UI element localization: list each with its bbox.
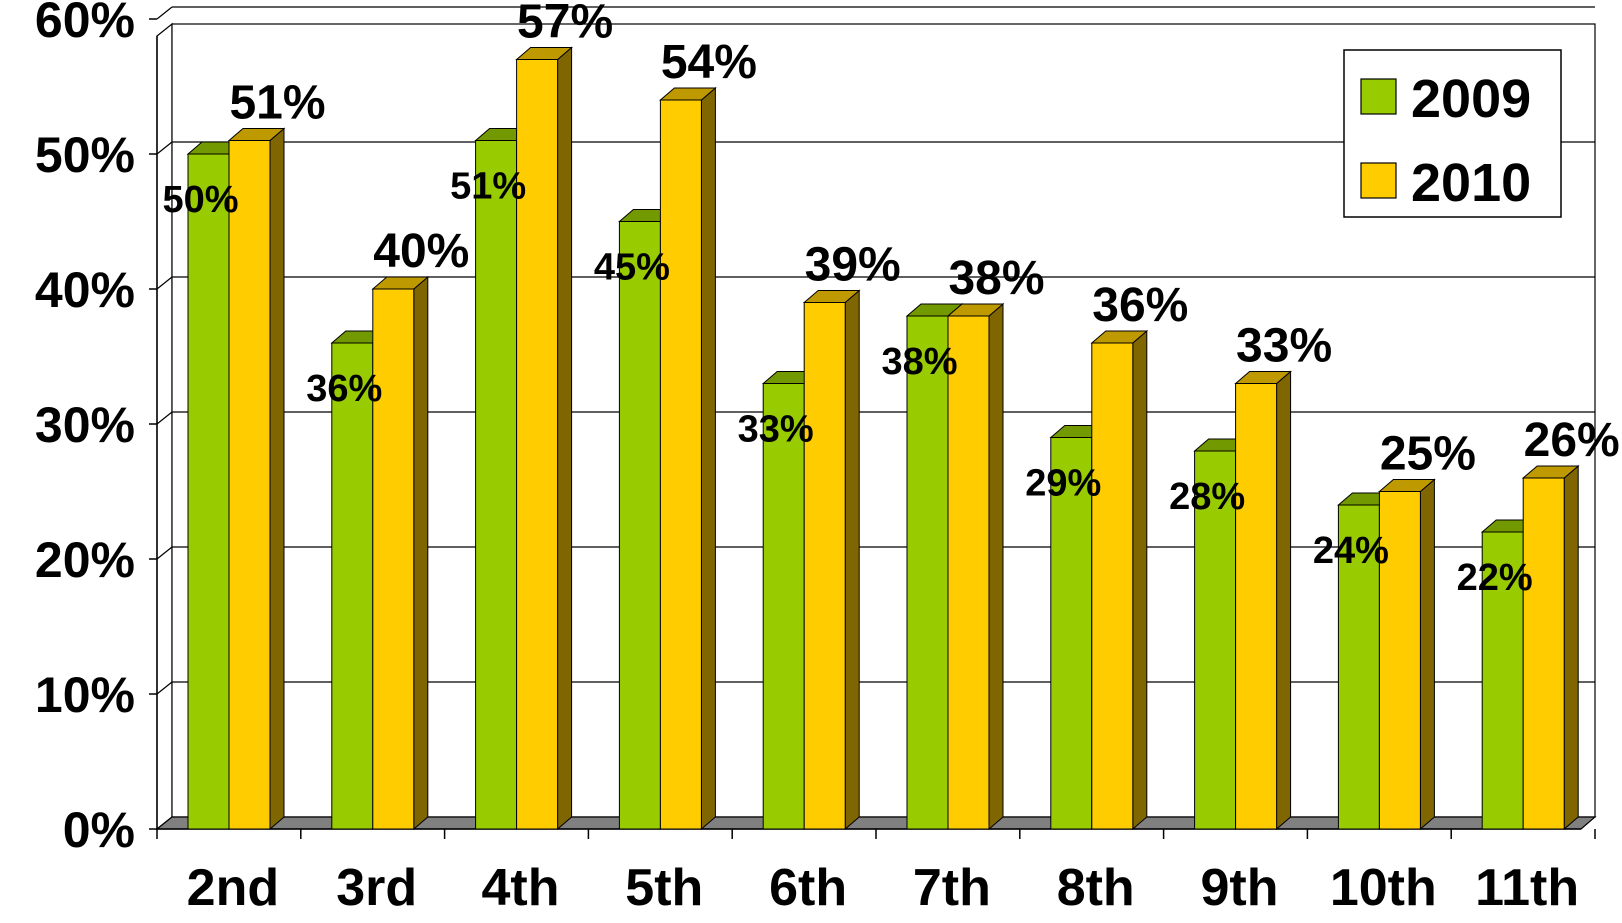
bar-side	[1563, 464, 1579, 831]
bar-front	[1378, 491, 1421, 830]
data-label-2010: 57%	[517, 0, 613, 49]
bar-side	[1276, 370, 1292, 831]
data-label-2010: 40%	[373, 225, 469, 278]
bar-front	[906, 315, 949, 830]
bars-layer	[186, 46, 1580, 831]
bar-2010-8th	[1090, 329, 1149, 831]
data-label-2010: 38%	[948, 252, 1044, 305]
bar-side	[1419, 478, 1435, 831]
data-label-2009: 28%	[1169, 476, 1245, 518]
bar-2010-10th	[1378, 478, 1436, 831]
bar-front	[1522, 477, 1565, 830]
gridline-side	[156, 411, 173, 425]
bar-side	[988, 302, 1004, 831]
bar-front	[516, 59, 559, 830]
data-labels-layer: 50% 51% 36% 40% 51% 57% 45% 54% 33% 39% 38% 38% 29% 3…	[162, 0, 1619, 599]
bar-2010-6th	[802, 289, 861, 831]
legend-label: 2010	[1411, 153, 1531, 213]
bar-side	[413, 275, 429, 831]
legend: 2009 2010	[1343, 49, 1562, 218]
bar-2010-9th	[1234, 370, 1292, 831]
bar-front	[1091, 342, 1134, 830]
data-label-2009: 50%	[162, 179, 238, 221]
bar-front	[947, 315, 990, 830]
data-label-2010: 26%	[1524, 414, 1620, 467]
gridline-side	[156, 681, 173, 695]
gridline-side	[156, 141, 173, 155]
data-label-2010: 51%	[229, 77, 325, 130]
bar-2010-7th	[946, 302, 1005, 831]
x-tick-label: 7th	[913, 859, 991, 917]
y-tick-label: 60%	[35, 0, 135, 48]
x-tick-label: 6th	[769, 859, 847, 917]
data-label-2009: 24%	[1313, 530, 1389, 572]
bar-2010-5th	[659, 86, 717, 831]
data-label-2010: 54%	[661, 36, 757, 89]
bar-side	[269, 127, 285, 831]
bar-front	[618, 221, 661, 830]
bar-2010-11th	[1521, 464, 1580, 831]
y-tick-label: 40%	[35, 262, 135, 318]
data-label-2010: 36%	[1092, 279, 1188, 332]
y-tick-label: 10%	[35, 667, 135, 723]
x-tick-label: 4th	[482, 859, 560, 917]
y-tick-label: 20%	[35, 532, 135, 588]
data-label-2009: 29%	[1025, 463, 1101, 505]
data-label-2009: 22%	[1457, 557, 1533, 599]
legend-swatch	[1360, 162, 1397, 199]
bar-front	[331, 342, 374, 830]
data-label-2010: 25%	[1380, 428, 1476, 481]
data-label-2010: 33%	[1236, 320, 1332, 373]
bar-front	[187, 153, 230, 830]
y-tick-label: 50%	[35, 127, 135, 183]
data-label-2009: 38%	[881, 341, 957, 383]
data-label-2009: 36%	[306, 368, 382, 410]
gridline-side	[156, 6, 173, 20]
bar-front	[659, 99, 702, 830]
x-tick-label: 10th	[1330, 859, 1437, 917]
bar-side	[557, 46, 573, 831]
bar-front	[1194, 450, 1237, 830]
x-tick-label: 9th	[1201, 859, 1279, 917]
x-tick-label: 2nd	[187, 859, 279, 917]
bar-front	[803, 302, 846, 830]
data-label-2010: 39%	[805, 239, 901, 292]
data-label-2009: 45%	[594, 247, 670, 289]
data-label-2009: 33%	[738, 409, 814, 451]
bar-2010-3rd	[371, 275, 430, 831]
bar-front	[1481, 531, 1524, 830]
x-tick-label: 8th	[1057, 859, 1135, 917]
gridline-side	[156, 276, 173, 290]
bar-front	[1235, 383, 1278, 830]
x-tick-label: 11th	[1475, 859, 1579, 917]
x-tick-label: 5th	[625, 859, 703, 917]
legend-swatch	[1360, 78, 1397, 115]
bar-front	[762, 383, 805, 830]
bar-front	[475, 140, 518, 830]
x-tick-label: 3rd	[336, 859, 417, 917]
bar-front	[1050, 437, 1093, 830]
y-tick-label: 30%	[35, 397, 135, 453]
bar-side	[844, 289, 860, 831]
y-tick-label: 0%	[63, 802, 135, 858]
bar-2010-2nd	[227, 127, 286, 831]
gridline-side	[156, 546, 173, 560]
bar-side	[700, 86, 716, 831]
legend-label: 2009	[1411, 69, 1531, 129]
data-label-2009: 51%	[450, 166, 526, 208]
bar-2010-4th	[515, 46, 573, 831]
bar-front	[228, 140, 271, 830]
side-wall	[156, 22, 173, 831]
bar-side	[1132, 329, 1148, 831]
bar-front	[372, 288, 415, 830]
